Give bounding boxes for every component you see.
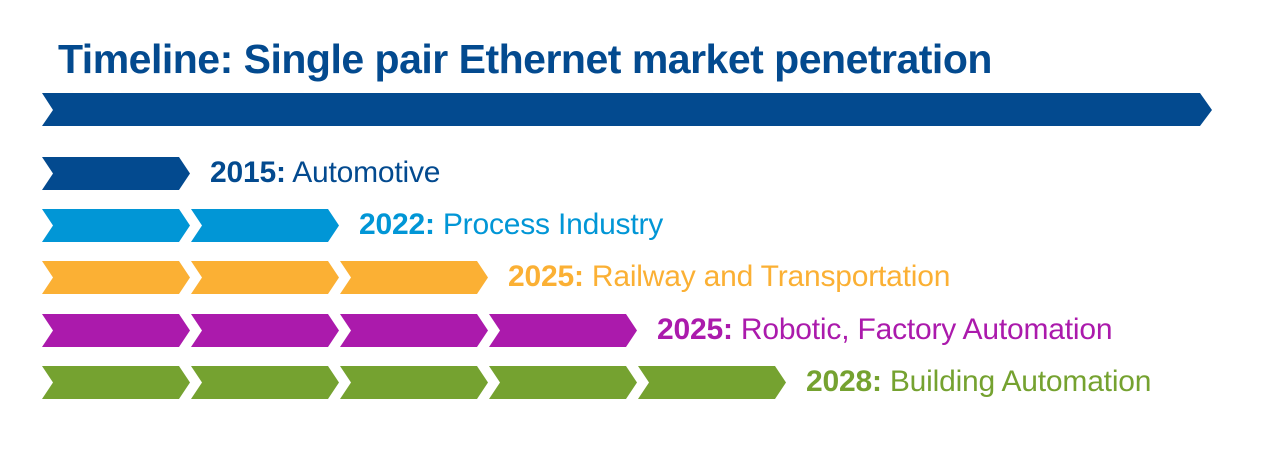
chevron-row bbox=[42, 366, 786, 399]
milestone-label: 2028: Building Automation bbox=[806, 365, 1151, 399]
milestone-year: 2025: bbox=[508, 260, 584, 293]
milestone-label: 2025: Robotic, Factory Automation bbox=[657, 313, 1113, 347]
milestone-year: 2025: bbox=[657, 313, 733, 346]
chevron-segment bbox=[191, 366, 339, 399]
milestone-year: 2022: bbox=[359, 208, 435, 241]
milestone-sector: Process Industry bbox=[434, 208, 664, 241]
chevron-segment bbox=[340, 314, 488, 347]
milestone-year: 2028: bbox=[806, 365, 882, 398]
milestone-label: 2015: Automotive bbox=[210, 156, 440, 190]
milestone-sector: Automotive bbox=[285, 156, 441, 189]
chevron-segment bbox=[340, 261, 488, 294]
chevron-segment bbox=[489, 366, 637, 399]
chevron-segment bbox=[191, 261, 339, 294]
chevron-segment bbox=[42, 157, 190, 190]
milestone-label: 2022: Process Industry bbox=[359, 208, 663, 242]
chevron-row bbox=[42, 314, 637, 347]
milestone-sector: Robotic, Factory Automation bbox=[732, 313, 1113, 346]
chevron-segment bbox=[42, 261, 190, 294]
chevron-segment bbox=[489, 314, 637, 347]
main-timeline-arrow bbox=[42, 93, 1212, 126]
chevron-row bbox=[42, 209, 339, 242]
chevron-segment bbox=[638, 366, 786, 399]
chevron-segment bbox=[42, 209, 190, 242]
milestone-year: 2015: bbox=[210, 156, 286, 189]
milestone-label: 2025: Railway and Transportation bbox=[508, 260, 950, 294]
chevron-rows bbox=[42, 157, 786, 399]
chevron-segment bbox=[42, 314, 190, 347]
chevron-row bbox=[42, 157, 190, 190]
milestone-sector: Railway and Transportation bbox=[583, 260, 951, 293]
chevron-segment bbox=[42, 366, 190, 399]
chevron-row bbox=[42, 261, 488, 294]
chevron-segment bbox=[191, 314, 339, 347]
chevron-segment bbox=[340, 366, 488, 399]
milestone-sector: Building Automation bbox=[881, 365, 1152, 398]
chevron-segment bbox=[191, 209, 339, 242]
page-title: Timeline: Single pair Ethernet market pe… bbox=[58, 36, 992, 82]
